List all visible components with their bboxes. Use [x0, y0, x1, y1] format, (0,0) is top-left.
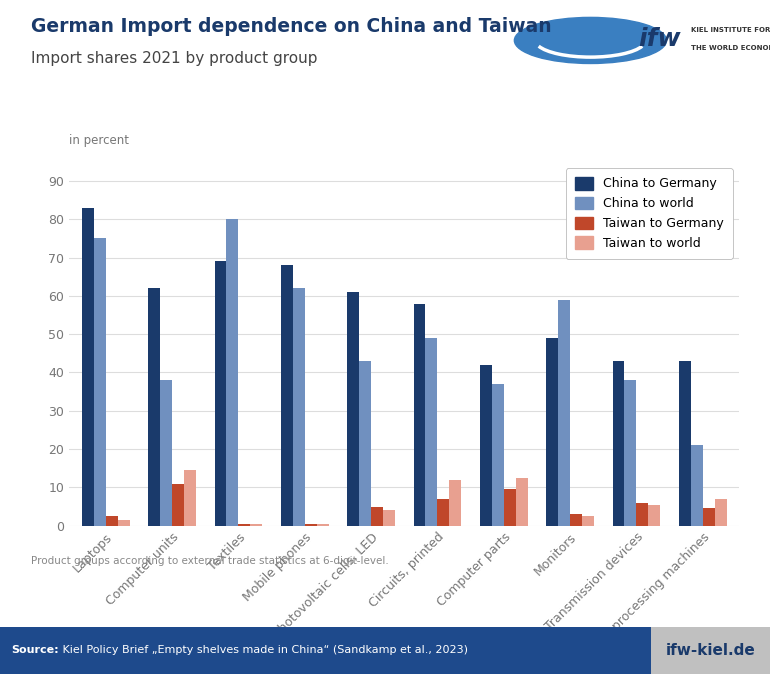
- Bar: [546, 338, 558, 526]
- Bar: [105, 516, 118, 526]
- Text: THE WORLD ECONOMY: THE WORLD ECONOMY: [691, 44, 770, 51]
- Circle shape: [514, 18, 667, 63]
- Bar: [703, 508, 715, 526]
- Bar: [215, 262, 226, 526]
- Bar: [316, 524, 329, 526]
- Bar: [118, 520, 129, 526]
- Text: ifw-kiel.de: ifw-kiel.de: [665, 643, 755, 658]
- Bar: [172, 483, 184, 526]
- Bar: [437, 499, 450, 526]
- Legend: China to Germany, China to world, Taiwan to Germany, Taiwan to world: China to Germany, China to world, Taiwan…: [566, 168, 733, 259]
- Bar: [612, 361, 624, 526]
- Bar: [636, 503, 648, 526]
- Bar: [293, 288, 305, 526]
- Bar: [516, 478, 527, 526]
- Bar: [383, 510, 395, 526]
- Bar: [160, 380, 172, 526]
- Text: Kiel Policy Brief „Empty shelves made in China“ (Sandkamp et al., 2023): Kiel Policy Brief „Empty shelves made in…: [59, 646, 467, 655]
- Text: Product groups according to external trade statistics at 6-digit-level.: Product groups according to external tra…: [31, 556, 389, 566]
- Bar: [347, 292, 359, 526]
- Text: in percent: in percent: [69, 134, 129, 147]
- Bar: [691, 446, 703, 526]
- Bar: [715, 499, 727, 526]
- Bar: [480, 365, 492, 526]
- Bar: [558, 300, 570, 526]
- Bar: [359, 361, 371, 526]
- Text: Import shares 2021 by product group: Import shares 2021 by product group: [31, 51, 317, 65]
- Bar: [413, 303, 426, 526]
- Bar: [149, 288, 160, 526]
- Bar: [582, 516, 594, 526]
- Text: Source:: Source:: [12, 646, 59, 655]
- Bar: [281, 265, 293, 526]
- Bar: [648, 505, 660, 526]
- Bar: [184, 470, 196, 526]
- Bar: [94, 239, 105, 526]
- Bar: [492, 384, 504, 526]
- Bar: [239, 524, 250, 526]
- Bar: [450, 480, 461, 526]
- Bar: [679, 361, 691, 526]
- Bar: [624, 380, 636, 526]
- Text: KIEL INSTITUTE FOR: KIEL INSTITUTE FOR: [691, 26, 770, 32]
- Bar: [305, 524, 316, 526]
- Bar: [371, 507, 383, 526]
- Bar: [226, 219, 239, 526]
- Bar: [504, 489, 516, 526]
- Bar: [426, 338, 437, 526]
- Bar: [82, 208, 94, 526]
- Bar: [570, 514, 582, 526]
- Text: German Import dependence on China and Taiwan: German Import dependence on China and Ta…: [31, 17, 551, 36]
- Bar: [250, 524, 263, 526]
- Text: ifw: ifw: [638, 27, 681, 51]
